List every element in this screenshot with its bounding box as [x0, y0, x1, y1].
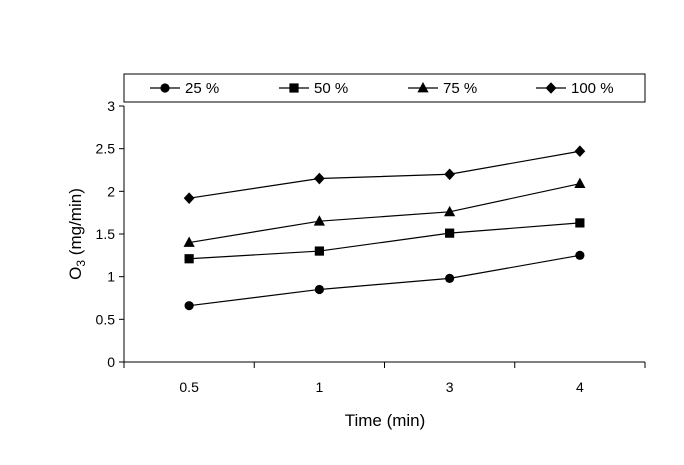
x-axis-title: Time (min) — [345, 411, 426, 430]
y-axis-title-rest: (mg/min) — [66, 188, 85, 260]
axes: 0 0.5 1 1.5 2 2.5 3 0.5 1 3 4 — [96, 98, 646, 395]
y-tick-label: 1.5 — [96, 226, 116, 242]
data-point-diamond — [183, 192, 195, 204]
legend-marker-square — [289, 83, 299, 93]
y-tick-label: 0 — [107, 354, 115, 370]
data-point-diamond — [313, 172, 325, 185]
y-axis-title-main: O — [66, 267, 85, 280]
data-point-diamond — [444, 168, 456, 181]
y-tick-label: 2.5 — [96, 141, 116, 157]
x-tick-label: 1 — [315, 379, 323, 395]
series-line — [189, 222, 580, 260]
data-point-square — [445, 228, 455, 238]
series-line — [189, 150, 580, 199]
data-point-circle — [314, 284, 324, 295]
y-tick-label: 1 — [107, 269, 115, 285]
y-tick-label: 3 — [107, 98, 115, 114]
series-circle — [184, 250, 585, 311]
legend-label: 50 % — [314, 80, 348, 97]
data-point-triangle — [313, 215, 325, 226]
legend-marker-circle — [160, 83, 170, 93]
series-layer — [183, 145, 586, 311]
legend-marker-triangle — [417, 82, 429, 93]
y-tick-label: 2 — [107, 183, 115, 199]
data-point-circle — [184, 301, 194, 311]
legend-marker-diamond — [545, 82, 557, 94]
data-point-diamond — [574, 145, 586, 158]
x-tick-label: 4 — [576, 379, 584, 395]
y-tick-label: 0.5 — [96, 311, 116, 327]
x-tick-label: 3 — [446, 379, 454, 395]
series-square — [184, 218, 585, 264]
legend-label: 75 % — [443, 80, 477, 97]
series-triangle — [183, 177, 586, 247]
legend-entry: 75 % — [408, 80, 477, 97]
legend: 25 % 50 % 75 % 100 % — [123, 73, 646, 103]
data-point-square — [575, 218, 585, 228]
data-point-triangle — [574, 177, 586, 189]
series-line — [189, 183, 581, 244]
legend-entry: 50 % — [279, 80, 348, 97]
data-point-circle — [575, 250, 585, 260]
data-point-circle — [445, 273, 455, 283]
legend-label: 100 % — [571, 80, 614, 97]
data-point-square — [314, 246, 324, 256]
y-axis-title-subscript: 3 — [74, 260, 88, 267]
data-point-triangle — [183, 236, 195, 247]
series-diamond — [183, 145, 586, 204]
series-line — [189, 254, 580, 307]
x-tick-label: 0.5 — [179, 379, 199, 395]
y-axis-title: O3 (mg/min) — [66, 188, 88, 280]
data-point-triangle — [444, 205, 456, 217]
legend-label: 25 % — [185, 80, 219, 97]
legend-entry: 25 % — [150, 80, 219, 97]
legend-entry: 100 % — [536, 80, 614, 97]
data-point-square — [184, 254, 194, 264]
